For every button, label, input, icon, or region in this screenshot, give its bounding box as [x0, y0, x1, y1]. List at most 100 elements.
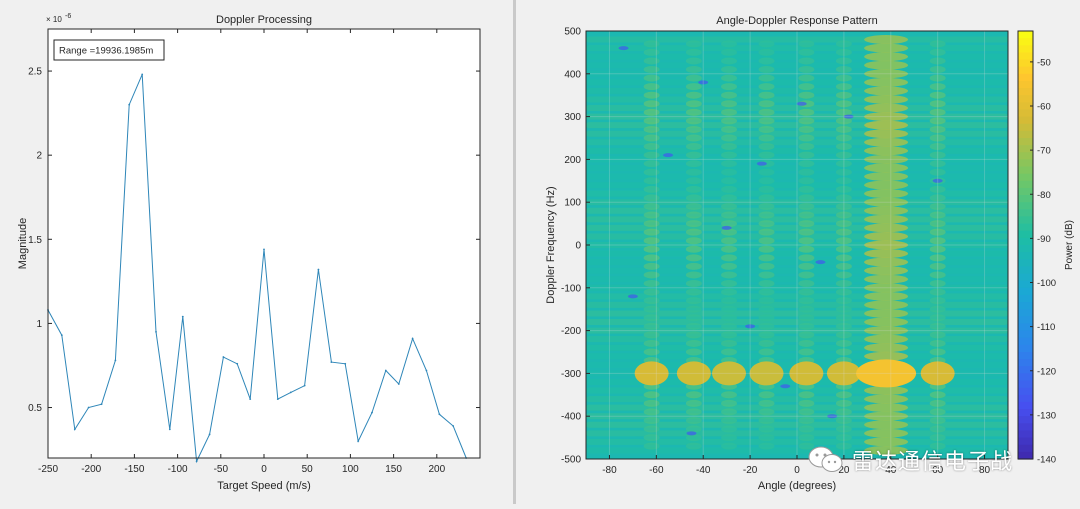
colorbar-segment	[1018, 330, 1033, 339]
sidelobe-cell	[643, 416, 660, 424]
x-tick-label: -250	[38, 464, 58, 475]
y-tick-label: 100	[564, 198, 581, 209]
sidelobe-cell	[929, 83, 946, 91]
sidelobe-cell	[929, 57, 946, 65]
doppler-point	[141, 73, 144, 76]
sidelobe-cell	[758, 66, 775, 74]
doppler-point	[303, 384, 306, 387]
colorbar-tick-label: -80	[1037, 190, 1051, 201]
sidelobe-cell	[798, 297, 815, 305]
doppler-figure: -250 -200 -150 -100 -50 0 50 100 150 200 0.5 1 1.5 2 2…	[0, 0, 513, 504]
sidelobe-cell	[685, 339, 702, 347]
sidelobe-cell	[643, 271, 660, 279]
sidelobe-cell	[685, 271, 702, 279]
doppler-plot: -250 -200 -150 -100 -50 0 50 100 150 200 0.5 1 1.5 2 2…	[17, 13, 481, 492]
x-tick-label: -80	[602, 465, 617, 476]
doppler-point	[452, 425, 455, 427]
sidelobe-cell	[929, 322, 946, 330]
mainbeam-cell	[864, 394, 909, 404]
sidelobe-cell	[643, 280, 660, 288]
sidelobe-cell	[685, 331, 702, 339]
colorbar-segment	[1018, 437, 1033, 446]
sidelobe-cell	[685, 322, 702, 330]
colorbar-segment	[1018, 309, 1033, 317]
sidelobe-cell	[685, 100, 702, 108]
sidelobe-cell	[643, 143, 660, 151]
annotation-box	[53, 39, 165, 61]
colorbar-segment	[1018, 223, 1033, 232]
colorbar-segment	[1018, 31, 1033, 39]
sidelobe-cell	[685, 91, 702, 99]
sidelobe-cell	[758, 271, 775, 279]
mainbeam-cell	[864, 223, 909, 233]
target-sidelobe	[749, 361, 784, 386]
sidelobe-cell	[758, 40, 775, 48]
colorbar-tick-label: -130	[1037, 410, 1056, 421]
sidelobe-cell	[929, 408, 946, 416]
sidelobe-cell	[929, 245, 946, 253]
colorbar: -50 -60 -70 -80 -90 -100 -110 -120 -130 -140 Power…	[1017, 30, 1075, 466]
sidelobe-cell	[835, 442, 852, 450]
sidelobe-cell	[798, 425, 815, 433]
x-tick-label: 50	[302, 464, 314, 475]
sidelobe-cell	[929, 305, 946, 313]
sidelobe-cell	[798, 245, 815, 253]
sidelobe-cell	[798, 177, 815, 185]
sidelobe-cell	[721, 125, 738, 133]
sidelobe-cell	[758, 125, 775, 133]
sidelobe-cell	[685, 305, 702, 313]
doppler-point	[425, 369, 428, 372]
mainbeam-cell	[864, 43, 909, 53]
sidelobe-cell	[835, 220, 852, 228]
sidelobe-cell	[929, 416, 946, 424]
doppler-xlabel: Target Speed (m/s)	[217, 480, 311, 492]
y-tick-label: 2.5	[28, 67, 42, 78]
mainbeam-cell	[864, 420, 909, 430]
wechat-icon	[808, 446, 843, 472]
sidelobe-cell	[685, 220, 702, 228]
sidelobe-cell	[758, 434, 775, 442]
sidelobe-cell	[721, 83, 738, 91]
sidelobe-cell	[798, 348, 815, 356]
sidelobe-cell	[929, 280, 946, 288]
sidelobe-cell	[929, 425, 946, 433]
sidelobe-cell	[835, 48, 852, 56]
sidelobe-cell	[835, 408, 852, 416]
doppler-point	[87, 406, 90, 409]
sidelobe-cell	[835, 305, 852, 313]
mainbeam-cell	[864, 77, 909, 87]
mainbeam-cell	[864, 334, 909, 344]
sidelobe-cell	[798, 160, 815, 168]
sidelobe-cell	[758, 297, 775, 305]
sidelobe-cell	[721, 151, 738, 159]
sidelobe-cell	[929, 288, 946, 296]
colorbar-segment	[1018, 352, 1033, 360]
sidelobe-cell	[758, 262, 775, 270]
sidelobe-cell	[643, 83, 660, 91]
colorbar-segment	[1018, 73, 1033, 82]
colorbar-segment	[1018, 359, 1033, 367]
sidelobe-cell	[685, 442, 702, 450]
sidelobe-cell	[685, 416, 702, 424]
doppler-point	[330, 361, 333, 364]
sidelobe-cell	[758, 339, 775, 347]
colorbar-segment	[1018, 394, 1033, 403]
colorbar-segment	[1018, 180, 1033, 189]
sidelobe-cell	[685, 185, 702, 193]
sidelobe-cell	[685, 211, 702, 219]
sidelobe-cell	[798, 305, 815, 313]
x-tick-label: 150	[385, 464, 402, 475]
sidelobe-cell	[721, 57, 738, 65]
sidelobe-cell	[929, 40, 946, 48]
sidelobe-cell	[685, 237, 702, 245]
sidelobe-cell	[758, 57, 775, 65]
mainbeam-cell	[864, 180, 909, 190]
sidelobe-cell	[835, 348, 852, 356]
sidelobe-cell	[929, 74, 946, 82]
sidelobe-cell	[721, 314, 738, 322]
sidelobe-cell	[835, 202, 852, 210]
sidelobe-cell	[835, 228, 852, 236]
sidelobe-cell	[685, 168, 702, 176]
mainbeam-cell	[864, 308, 909, 318]
colorbar-segment	[1018, 273, 1033, 282]
